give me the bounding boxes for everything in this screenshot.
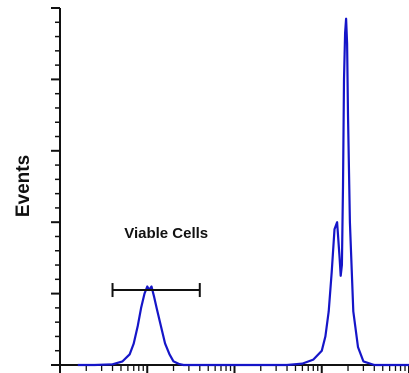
gate-label: Viable Cells [124,225,208,242]
series-line [77,17,409,367]
y-ticks [51,7,60,366]
axes [59,8,409,366]
x-ticks [59,365,409,373]
viable-cells-gate [111,283,201,298]
y-axis-label: Events [13,155,34,217]
